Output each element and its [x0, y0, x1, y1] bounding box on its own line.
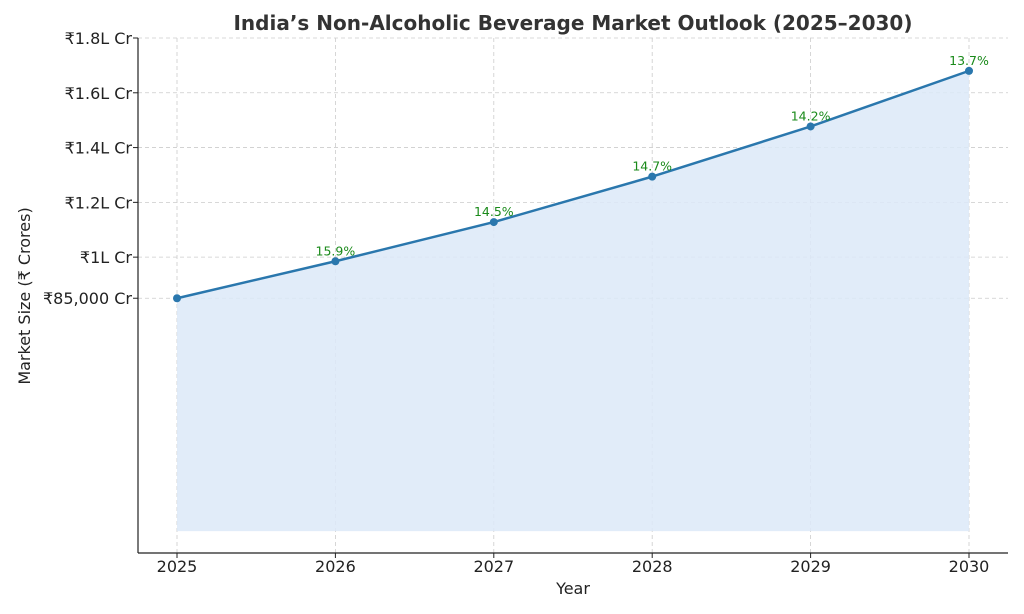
x-tick-label-5: 2030 — [949, 557, 990, 576]
x-tick-label-4: 2029 — [790, 557, 831, 576]
y-tick-label-1: ₹1L Cr — [80, 248, 133, 267]
y-tick-label-3: ₹1.4L Cr — [65, 139, 133, 158]
x-tick-label-2: 2027 — [473, 557, 514, 576]
data-point-2030 — [965, 66, 973, 75]
x-tick-label-3: 2028 — [632, 557, 673, 576]
y-tick-label-5: ₹1.8L Cr — [65, 29, 133, 48]
series-line — [176, 69, 970, 300]
y-axis-label: Market Size (₹ Crores) — [15, 207, 34, 384]
data-label-2028: 14.7% — [632, 159, 672, 174]
y-ticks: ₹85,000 Cr ₹1L Cr ₹1.2L Cr ₹1.4L Cr ₹1.6L Cr… — [43, 29, 138, 308]
data-label-2026: 15.9% — [316, 243, 356, 258]
data-point-2028 — [648, 172, 657, 181]
chart-title: India’s Non-Alcoholic Beverage Market Ou… — [233, 11, 912, 35]
x-axis-label: Year — [555, 579, 590, 598]
y-tick-label-0: ₹85,000 Cr — [43, 289, 132, 308]
x-tick-label-0: 2025 — [157, 557, 198, 576]
x-tick-label-1: 2026 — [315, 557, 356, 576]
data-points — [173, 66, 973, 303]
data-point-2026 — [331, 257, 340, 266]
data-label-2030: 13.7% — [949, 53, 989, 68]
data-labels: 15.9% 14.5% 14.7% 14.2% 13.7% — [316, 53, 989, 258]
data-point-2027 — [489, 218, 498, 227]
series-line-layer — [176, 69, 970, 300]
data-point-2025 — [173, 294, 181, 303]
axes — [137, 38, 1008, 554]
area-fill-layer — [177, 70, 969, 532]
area-fill — [177, 70, 969, 532]
data-label-2029: 14.2% — [791, 108, 831, 123]
y-tick-label-4: ₹1.6L Cr — [65, 84, 133, 103]
data-point-2029 — [806, 122, 815, 131]
data-label-2027: 14.5% — [474, 204, 514, 219]
y-tick-label-2: ₹1.2L Cr — [65, 193, 133, 212]
x-ticks: 2025 2026 2027 2028 2029 2030 — [157, 553, 990, 576]
